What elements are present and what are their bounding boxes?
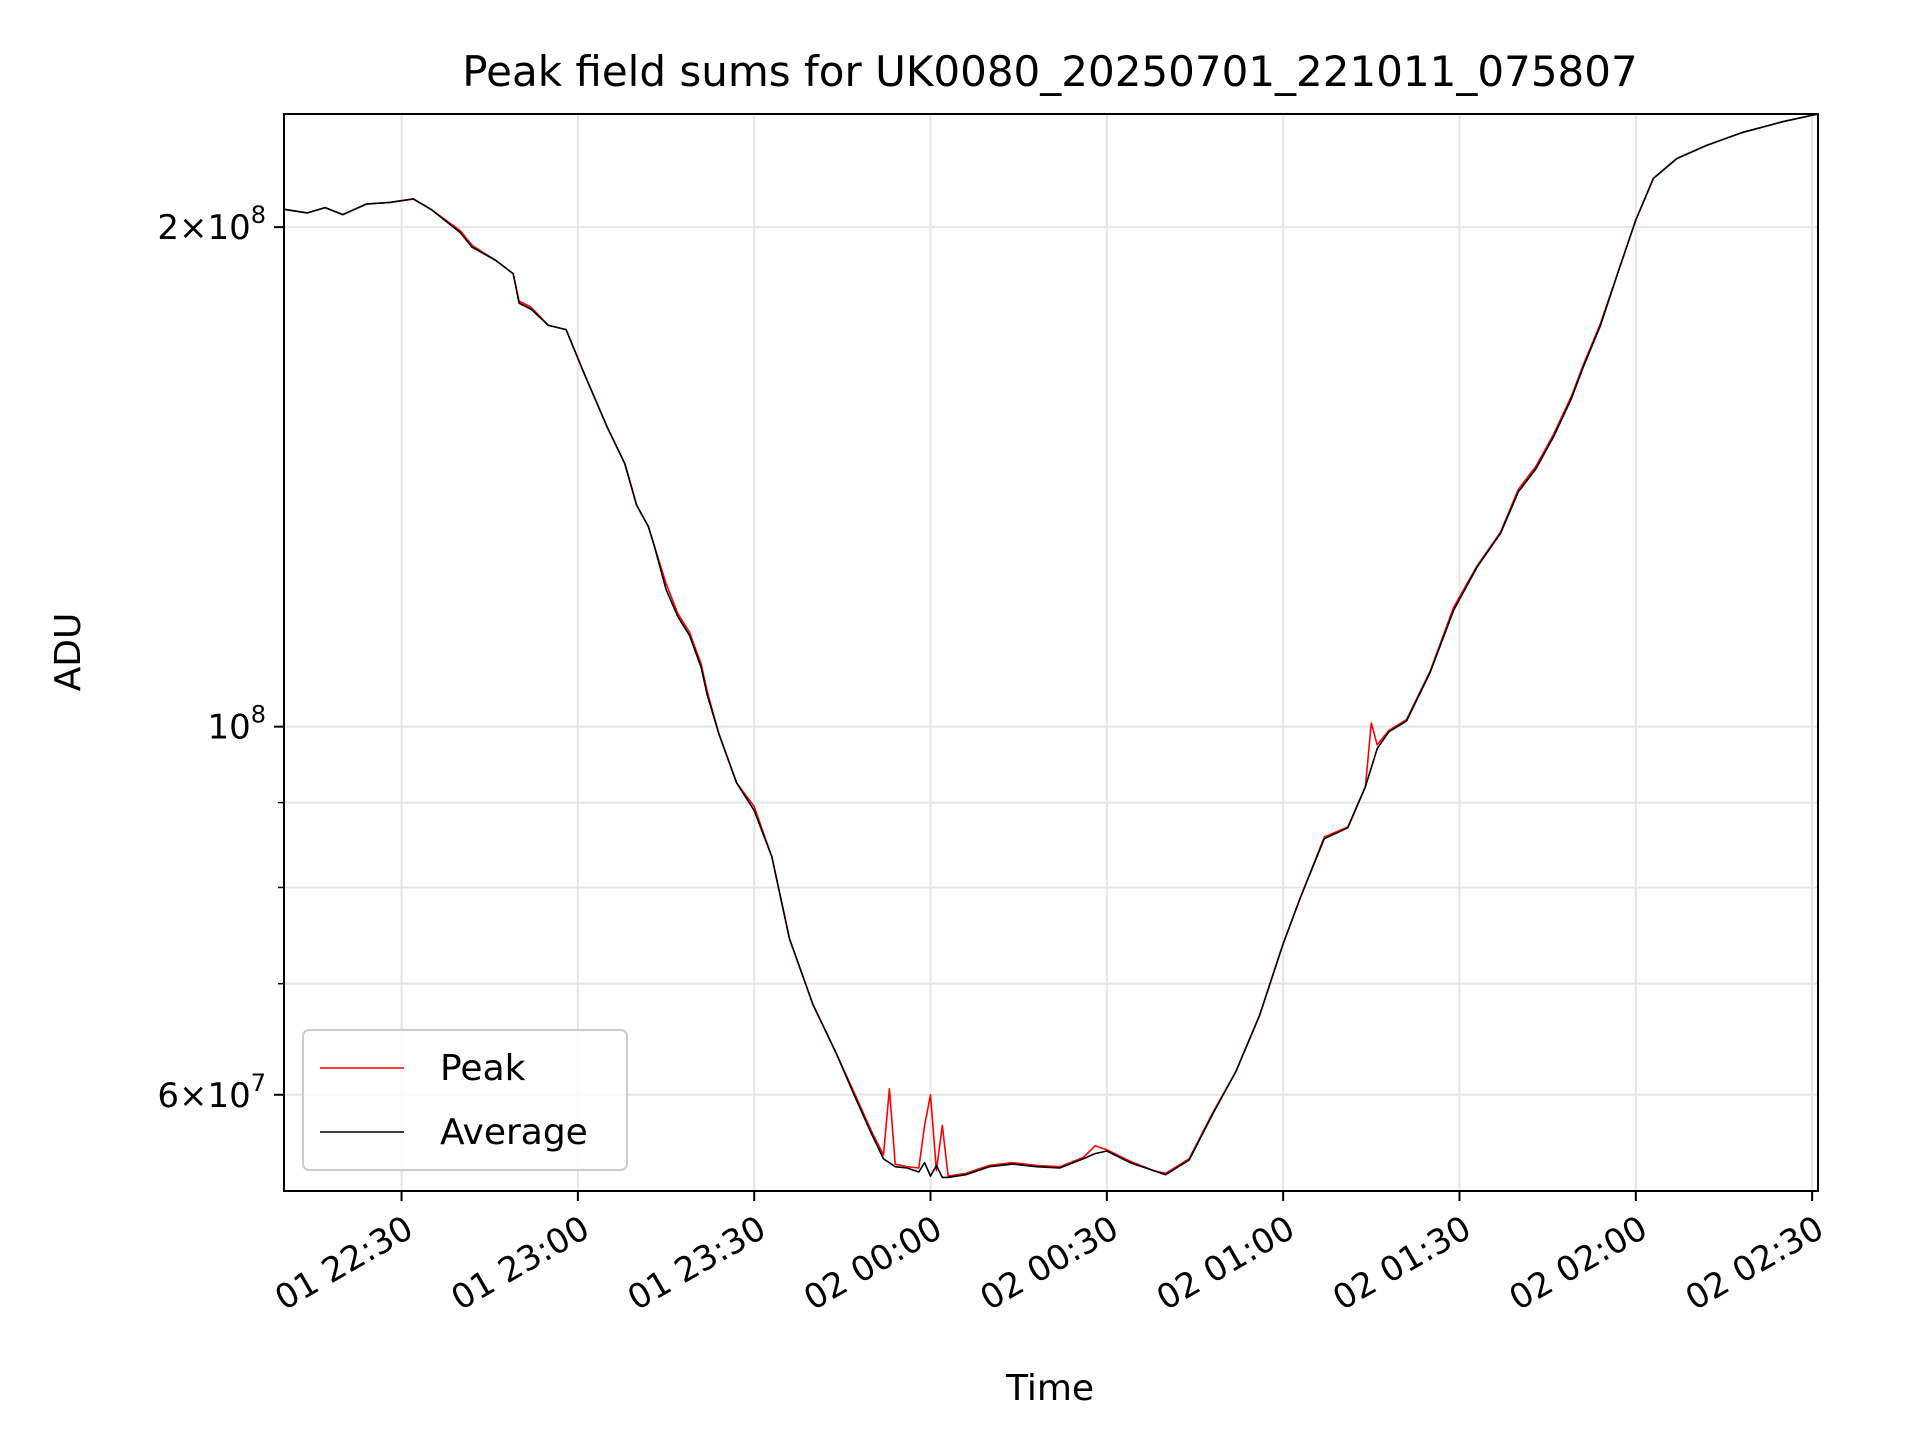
series-lines [283,113,1819,1179]
grid-lines [284,114,1818,1191]
legend-label-average: Average [440,1112,588,1153]
x-axis-label: Time [1005,1368,1094,1409]
plot-area-frame [283,113,1819,1192]
y-axis-ticks: 6×107 108 2×108 [157,201,284,1116]
y-tick-label: 2×108 [157,201,266,248]
legend: Peak Average [302,1029,628,1171]
chart-title: Peak field sums for UK0080_20250701_2210… [462,47,1637,96]
legend-box [302,1029,628,1171]
legend-label-peak: Peak [440,1048,526,1089]
y-tick-label: 6×107 [157,1069,266,1116]
y-axis-label: ADU [48,613,89,692]
series-line-average [283,113,1819,1179]
y-tick-label: 108 [207,701,266,748]
